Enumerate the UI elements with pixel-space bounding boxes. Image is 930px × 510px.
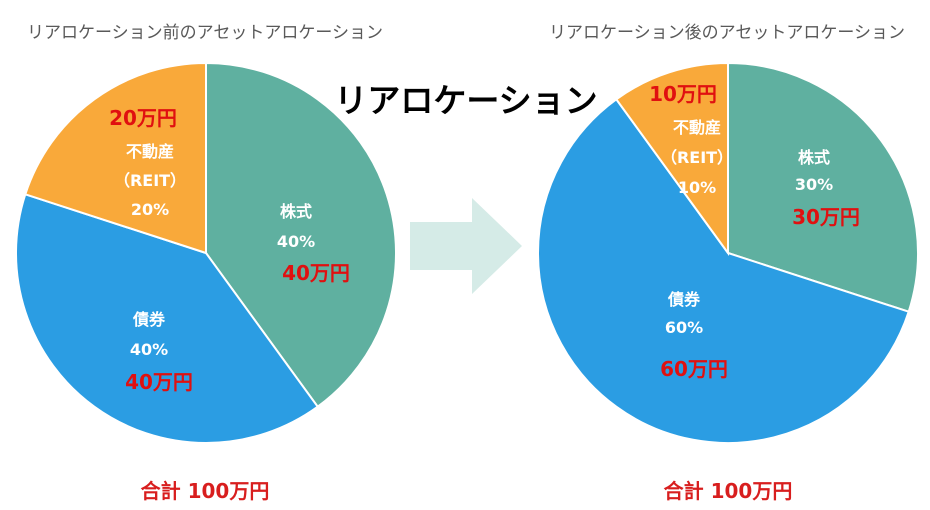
after-chart-title: リアロケーション後のアセットアロケーション bbox=[549, 23, 905, 43]
before-pie-chart bbox=[15, 61, 397, 444]
before-slice-bonds bbox=[15, 193, 320, 444]
before-reit-name: 不動産 bbox=[126, 142, 174, 161]
after-pie-chart bbox=[537, 61, 919, 444]
after-reit-amount: 10万円 bbox=[649, 82, 717, 106]
after-stocks-percent: 30% bbox=[795, 175, 833, 194]
before-stocks-amount: 40万円 bbox=[282, 261, 350, 285]
after-bonds-amount: 60万円 bbox=[660, 357, 728, 381]
before-bonds-percent: 40% bbox=[130, 340, 168, 359]
before-chart-title: リアロケーション前のアセットアロケーション bbox=[27, 23, 383, 43]
before-slice-stocks bbox=[205, 61, 397, 409]
before-slice-reit bbox=[24, 61, 207, 255]
after-stocks-name: 株式 bbox=[798, 148, 830, 167]
before-bonds-name: 債券 bbox=[132, 310, 166, 329]
before-stocks-name: 株式 bbox=[280, 202, 312, 221]
after-reit-name: 不動産 bbox=[673, 118, 721, 137]
before-stocks-percent: 40% bbox=[277, 232, 315, 251]
after-reit-name2: （REIT） bbox=[661, 148, 733, 167]
before-reit-name2: （REIT） bbox=[114, 171, 186, 190]
after-slice-reit bbox=[614, 61, 729, 257]
after-slice-bonds bbox=[537, 97, 910, 444]
after-reit-percent: 10% bbox=[678, 178, 716, 197]
main-title: リアロケーション bbox=[334, 81, 597, 120]
before-total: 合計 100万円 bbox=[141, 479, 270, 503]
after-bonds-percent: 60% bbox=[665, 318, 703, 337]
after-slice-stocks bbox=[727, 61, 919, 313]
before-bonds-amount: 40万円 bbox=[125, 370, 193, 394]
arrow-right-icon bbox=[410, 198, 522, 294]
after-bonds-name: 債券 bbox=[667, 290, 701, 309]
after-total: 合計 100万円 bbox=[664, 479, 793, 503]
before-reit-amount: 20万円 bbox=[109, 106, 177, 130]
before-reit-percent: 20% bbox=[131, 200, 169, 219]
after-stocks-amount: 30万円 bbox=[792, 205, 860, 229]
